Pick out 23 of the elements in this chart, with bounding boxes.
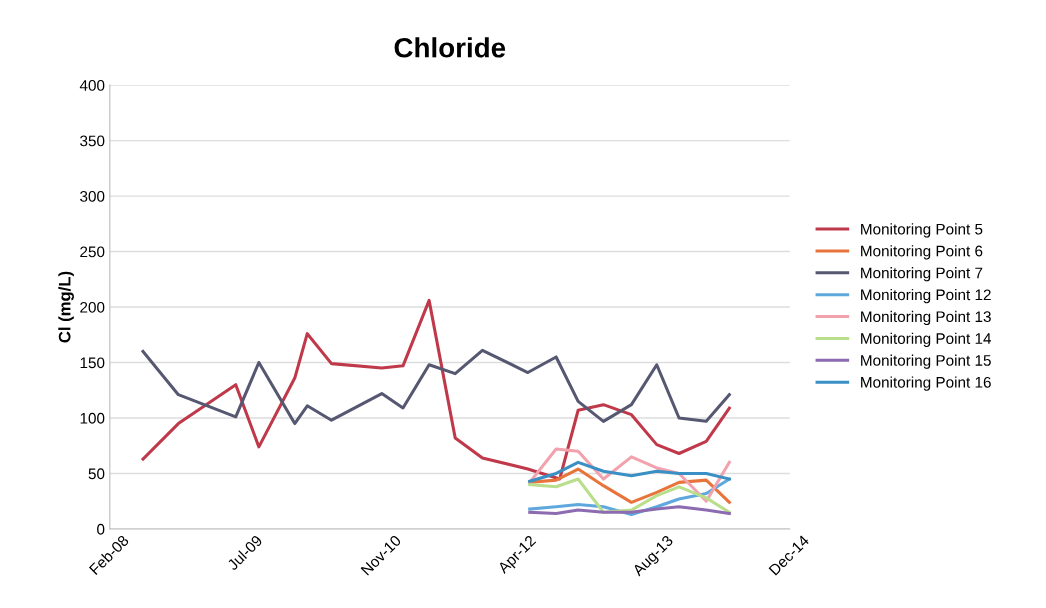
y-tick-label: 300 [80,190,105,202]
chart-title: Chloride [394,37,506,58]
y-tick-label: 200 [80,301,105,313]
legend-label: Monitoring Point 14 [861,332,992,347]
legend-label: Monitoring Point 16 [861,376,991,391]
y-axis-title: Cl (mg/L) [58,271,74,343]
y-tick-label: 250 [80,246,105,258]
y-tick-label: 100 [80,412,105,424]
legend-label: Monitoring Point 15 [861,354,991,369]
legend-label: Monitoring Point 7 [861,267,983,282]
legend-label: Monitoring Point 12 [861,288,991,304]
y-tick-label: 50 [88,468,105,480]
line-series [141,298,731,481]
y-tick-label: 150 [80,357,105,369]
legend-label: Monitoring Point 13 [861,310,991,326]
y-tick-label: 400 [79,79,105,91]
legend-label: Monitoring Point 5 [861,223,983,238]
legend-label: Monitoring Point 6 [861,245,983,260]
y-tick-label: 0 [97,523,105,535]
line-series [141,348,731,426]
line-series [528,505,731,515]
y-tick-label: 350 [80,135,105,147]
line-series [528,460,731,483]
